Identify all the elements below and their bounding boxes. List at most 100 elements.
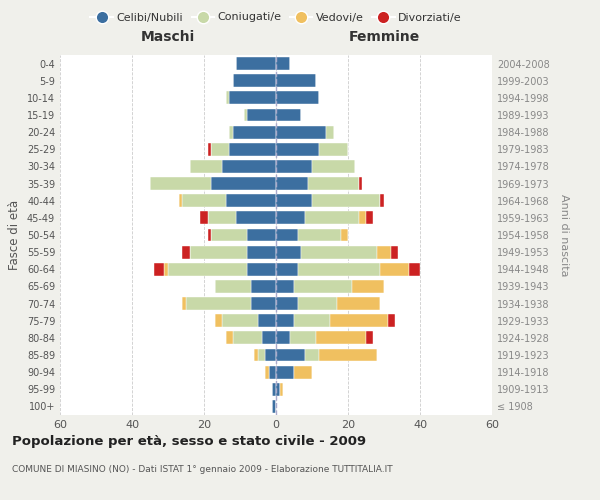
Bar [305,348,319,362]
Bar [388,314,395,327]
Bar [276,194,312,207]
Bar [330,314,388,327]
Bar [377,246,391,258]
Bar [269,366,276,378]
Bar [276,177,308,190]
Bar [294,280,352,293]
Bar [290,332,316,344]
Bar [276,126,326,138]
Bar [265,366,269,378]
Bar [247,228,276,241]
Bar [366,332,373,344]
Bar [222,160,276,173]
Bar [254,348,258,362]
Bar [280,383,283,396]
Text: COMUNE DI MIASINO (NO) - Dati ISTAT 1° gennaio 2009 - Elaborazione TUTTITALIA.IT: COMUNE DI MIASINO (NO) - Dati ISTAT 1° g… [12,465,392,474]
Bar [247,108,276,122]
Bar [182,194,226,207]
Bar [276,383,280,396]
Bar [326,126,334,138]
Bar [276,246,301,258]
Bar [312,160,355,173]
Bar [366,212,373,224]
Y-axis label: Fasce di età: Fasce di età [8,200,21,270]
Bar [233,74,276,87]
Bar [179,194,182,207]
Bar [182,297,186,310]
Bar [211,177,276,190]
Bar [265,348,276,362]
Bar [208,212,236,224]
Bar [229,126,233,138]
Bar [251,297,276,310]
Bar [262,332,276,344]
Bar [186,297,251,310]
Bar [226,194,276,207]
Legend: Celibi/Nubili, Coniugati/e, Vedovi/e, Divorziati/e: Celibi/Nubili, Coniugati/e, Vedovi/e, Di… [86,8,466,27]
Bar [359,212,366,224]
Text: Maschi: Maschi [141,30,195,44]
Bar [272,383,276,396]
Bar [190,160,222,173]
Bar [258,348,265,362]
Bar [305,212,359,224]
Bar [226,332,233,344]
Bar [211,228,247,241]
Bar [211,143,229,156]
Bar [215,314,222,327]
Bar [391,246,398,258]
Bar [244,108,247,122]
Bar [276,228,298,241]
Bar [222,314,258,327]
Bar [301,246,377,258]
Bar [341,228,348,241]
Bar [409,263,420,276]
Bar [380,194,384,207]
Bar [276,212,305,224]
Bar [298,297,337,310]
Bar [276,348,305,362]
Bar [276,297,298,310]
Bar [154,263,164,276]
Bar [229,143,276,156]
Bar [258,314,276,327]
Bar [276,108,301,122]
Bar [294,366,312,378]
Bar [276,143,319,156]
Bar [276,92,319,104]
Bar [200,212,208,224]
Bar [190,246,247,258]
Bar [236,212,276,224]
Bar [337,297,380,310]
Bar [380,263,409,276]
Bar [319,348,377,362]
Bar [359,177,362,190]
Bar [316,332,366,344]
Bar [233,126,276,138]
Bar [150,177,211,190]
Bar [247,263,276,276]
Bar [276,332,290,344]
Bar [276,263,298,276]
Bar [247,246,276,258]
Bar [276,74,316,87]
Bar [298,263,380,276]
Bar [276,57,290,70]
Bar [208,143,211,156]
Bar [276,314,294,327]
Bar [229,92,276,104]
Bar [164,263,168,276]
Bar [352,280,384,293]
Bar [233,332,262,344]
Bar [182,246,190,258]
Bar [276,280,294,293]
Bar [251,280,276,293]
Bar [208,228,211,241]
Bar [226,92,229,104]
Bar [272,400,276,413]
Bar [294,314,330,327]
Bar [319,143,348,156]
Bar [312,194,380,207]
Bar [276,366,294,378]
Bar [276,160,312,173]
